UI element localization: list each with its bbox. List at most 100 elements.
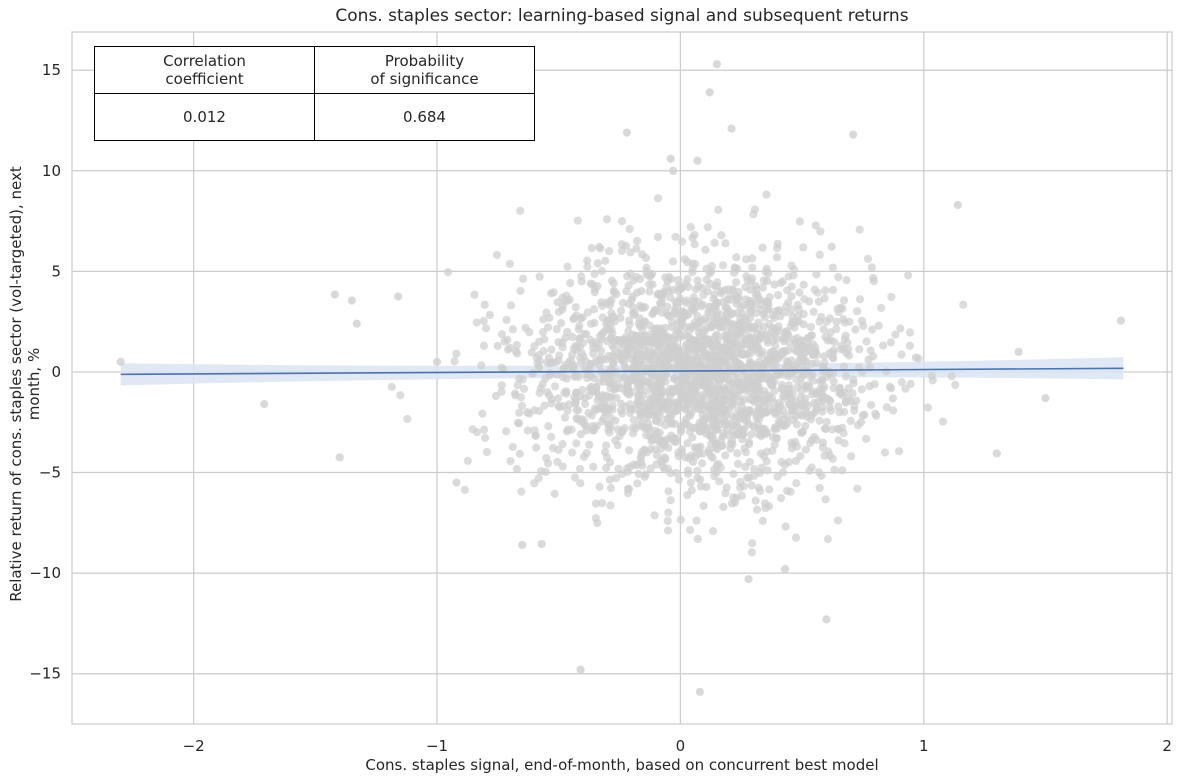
scatter-point [463, 456, 472, 465]
scatter-point [772, 355, 782, 364]
scatter-point [869, 273, 878, 283]
scatter-point [661, 455, 670, 464]
scatter-point [746, 383, 755, 392]
scatter-point [776, 278, 785, 288]
scatter-point [646, 271, 655, 280]
scatter-point [834, 436, 843, 445]
scatter-point [752, 285, 761, 294]
scatter-point [754, 362, 763, 371]
scatter-point [799, 243, 808, 252]
scatter-point [645, 432, 654, 441]
scatter-point [679, 376, 688, 385]
scatter-point [593, 518, 602, 528]
scatter-point [602, 453, 612, 462]
scatter-point [578, 385, 587, 395]
scatter-point [653, 374, 662, 383]
scatter-point [664, 508, 673, 517]
scatter-point [673, 275, 683, 285]
scatter-point [762, 367, 771, 376]
scatter-point [1014, 347, 1023, 356]
scatter-point [655, 428, 664, 437]
scatter-point [840, 296, 849, 305]
scatter-point [470, 290, 479, 299]
scatter-point [861, 434, 871, 443]
scatter-point [718, 351, 727, 360]
scatter-point [606, 501, 615, 510]
scatter-point [586, 279, 595, 288]
scatter-point [563, 262, 572, 271]
scatter-point [572, 414, 581, 423]
scatter-point [712, 468, 721, 477]
scatter-point [874, 321, 883, 330]
scatter-point [718, 261, 728, 270]
scatter-point [676, 284, 685, 293]
scatter-point [744, 438, 754, 447]
scatter-point [485, 310, 494, 320]
scatter-point [479, 425, 489, 434]
scatter-point [758, 516, 767, 525]
scatter-point [776, 348, 785, 357]
scatter-point [857, 385, 866, 394]
scatter-point [743, 409, 752, 418]
scatter-point [683, 439, 692, 448]
scatter-point [576, 314, 585, 323]
scatter-point [729, 469, 738, 478]
scatter-point [742, 272, 751, 281]
scatter-point [665, 408, 674, 418]
scatter-point [662, 398, 671, 408]
scatter-point [781, 302, 791, 311]
scatter-point [617, 409, 627, 418]
scatter-point [576, 353, 585, 362]
scatter-point [947, 372, 956, 381]
scatter-point [744, 575, 753, 584]
scatter-point [712, 282, 722, 291]
scatter-point [829, 384, 838, 393]
scatter-point [636, 357, 645, 366]
y-tick-label: 0 [51, 363, 61, 381]
scatter-point [564, 400, 574, 409]
scatter-point [761, 503, 770, 513]
scatter-point [634, 469, 643, 479]
scatter-point [558, 462, 567, 471]
scatter-point [738, 350, 748, 359]
scatter-point [623, 489, 633, 498]
scatter-point [742, 373, 751, 382]
scatter-point [651, 445, 660, 454]
scatter-point [602, 441, 611, 450]
scatter-point [759, 276, 768, 285]
scatter-point [116, 357, 125, 367]
scatter-point [728, 400, 737, 410]
scatter-point [720, 396, 729, 405]
scatter-point [658, 328, 667, 337]
scatter-point [572, 388, 581, 397]
scatter-point [574, 406, 583, 415]
scatter-point [855, 225, 864, 234]
scatter-point [731, 357, 740, 366]
scatter-point [737, 491, 746, 500]
scatter-point [707, 323, 716, 332]
scatter-point [684, 466, 693, 475]
scatter-point [938, 417, 948, 426]
scatter-point [608, 341, 617, 350]
scatter-point [614, 381, 623, 390]
scatter-point [741, 462, 750, 472]
scatter-point [709, 354, 718, 363]
scatter-point [583, 308, 592, 317]
scatter-point [840, 335, 849, 344]
scatter-point [535, 356, 544, 365]
scatter-point [850, 402, 859, 411]
scatter-point [703, 402, 712, 411]
scatter-point [500, 337, 509, 346]
scatter-point [864, 355, 873, 364]
scatter-point [853, 484, 862, 493]
scatter-point [717, 441, 726, 451]
scatter-point [330, 290, 339, 299]
scatter-point [806, 372, 815, 381]
scatter-point [693, 466, 702, 475]
scatter-point [663, 526, 673, 535]
scatter-point [732, 335, 741, 344]
scatter-point [888, 394, 897, 403]
scatter-point [923, 403, 933, 412]
y-tick-label: 5 [51, 262, 61, 280]
scatter-point [814, 297, 823, 306]
